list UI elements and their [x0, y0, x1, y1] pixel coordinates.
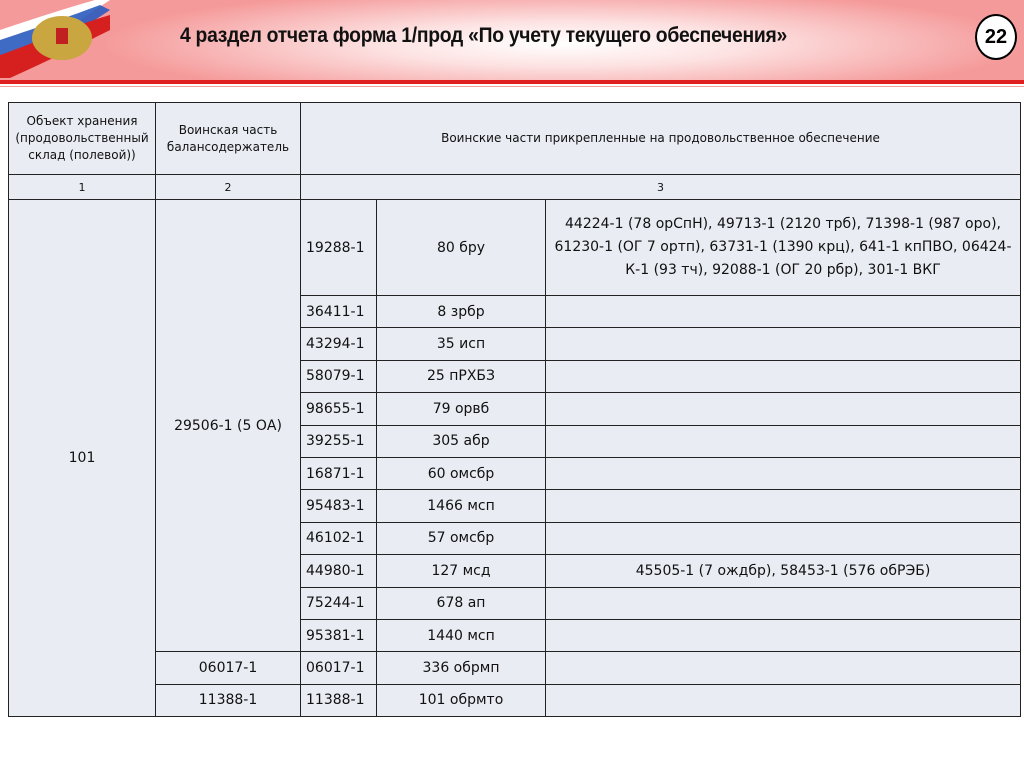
attached-units: [544, 651, 1022, 685]
unit-name: 57 омсбр: [376, 521, 546, 556]
emblem-logo: [0, 0, 110, 78]
attached-units: 45505-1 (7 ождбр), 58453-1 (576 обРЭБ): [544, 554, 1022, 588]
attached-units: [544, 392, 1022, 426]
attached-units: [544, 424, 1022, 458]
attached-units: [544, 327, 1022, 361]
header-banner: [0, 0, 1024, 80]
holder-unit-cell: 11388-1: [155, 683, 301, 718]
unit-code: 39255-1: [300, 424, 377, 458]
unit-name: 80 бру: [376, 199, 546, 296]
unit-name: 8 зрбр: [376, 294, 546, 329]
attached-units: [544, 586, 1022, 620]
unit-name: 101 обрмто: [376, 683, 546, 718]
unit-code: 46102-1: [300, 521, 377, 556]
attached-units: [544, 521, 1022, 556]
unit-code: 58079-1: [300, 359, 377, 394]
header-divider: [0, 80, 1024, 84]
header-storage-object: Объект хранения (продовольственный склад…: [8, 102, 156, 175]
unit-code: 98655-1: [300, 392, 377, 426]
header-attached-units: Воинские части прикрепленные на продовол…: [299, 102, 1022, 175]
unit-name: 678 ап: [376, 586, 546, 620]
unit-name: 35 исп: [376, 327, 546, 361]
unit-code: 95483-1: [300, 489, 377, 523]
unit-code: 75244-1: [300, 586, 377, 620]
unit-name: 25 пРХБЗ: [376, 359, 546, 394]
unit-name: 336 обрмп: [376, 651, 546, 685]
storage-object-cell: 101: [8, 198, 156, 718]
unit-code: 44980-1: [300, 554, 377, 588]
holder-unit-cell: 06017-1: [155, 651, 301, 685]
unit-code: 06017-1: [300, 651, 377, 685]
holder-unit-cell: 29506-1 (5 ОА): [155, 198, 301, 653]
attached-units: [544, 456, 1022, 491]
column-number: 1: [8, 174, 156, 200]
attached-units: [544, 294, 1022, 329]
unit-name: 305 абр: [376, 424, 546, 458]
unit-code: 43294-1: [300, 327, 377, 361]
unit-name: 127 мсд: [376, 554, 546, 588]
column-number: 2: [155, 174, 301, 200]
unit-code: 36411-1: [300, 294, 377, 329]
unit-name: 60 омсбр: [376, 456, 546, 491]
unit-code: 16871-1: [300, 456, 377, 491]
unit-name: 79 орвб: [376, 392, 546, 426]
report-table: Объект хранения (продовольственный склад…: [8, 102, 1022, 718]
page-title: 4 раздел отчета форма 1/прод «По учету т…: [180, 24, 787, 47]
unit-name: 1440 мсп: [376, 618, 546, 653]
header-holder-unit: Воинская часть балансодержатель: [155, 102, 301, 175]
unit-code: 19288-1: [300, 199, 377, 296]
header-divider-thin: [0, 86, 1024, 87]
unit-code: 11388-1: [300, 683, 377, 718]
attached-units: [544, 489, 1022, 523]
column-number: 3: [299, 174, 1022, 200]
page-number-badge: 22: [975, 14, 1017, 60]
attached-units: [544, 683, 1022, 718]
unit-code: 95381-1: [300, 618, 377, 653]
unit-name: 1466 мсп: [376, 489, 546, 523]
attached-units: [544, 359, 1022, 394]
attached-units: [544, 618, 1022, 653]
attached-units: 44224-1 (78 орСпН), 49713-1 (2120 трб), …: [544, 199, 1022, 296]
